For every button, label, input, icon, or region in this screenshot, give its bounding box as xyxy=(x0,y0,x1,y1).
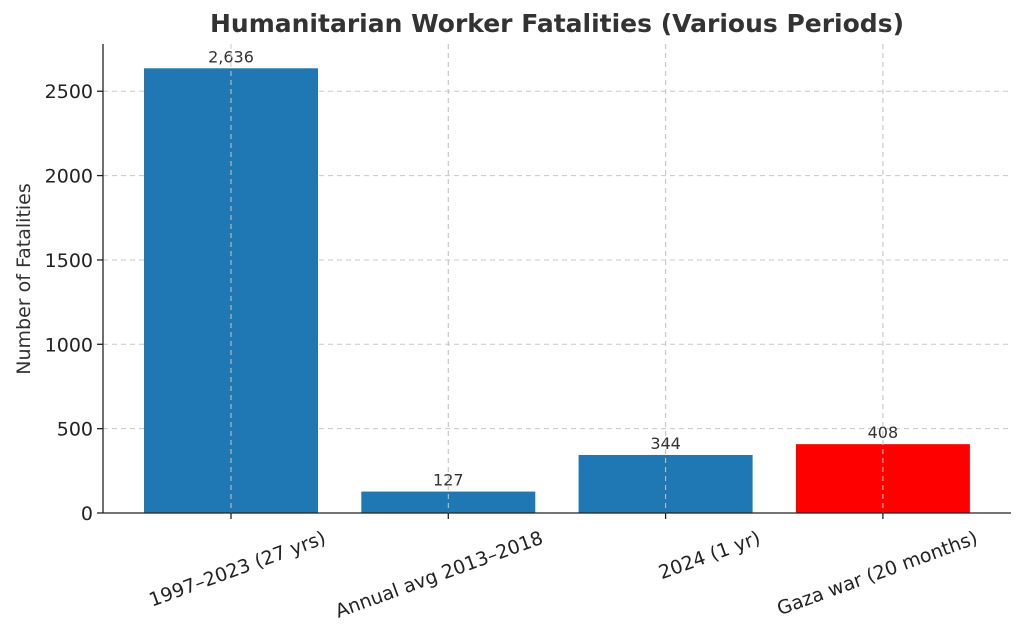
x-tick-label: Gaza war (20 months) xyxy=(774,527,980,620)
y-tick-label: 0 xyxy=(81,503,93,525)
x-tick-label: 2024 (1 yr) xyxy=(656,527,764,584)
bars xyxy=(144,68,970,514)
x-tick-label: 1997–2023 (27 yrs) xyxy=(146,527,329,611)
y-tick-label: 1000 xyxy=(45,334,93,356)
x-ticks: 1997–2023 (27 yrs) Annual avg 2013–2018 20… xyxy=(146,513,981,623)
y-tick-label: 2000 xyxy=(45,166,93,188)
y-tick-label: 2500 xyxy=(45,81,93,103)
y-tick-label: 500 xyxy=(57,419,93,441)
y-ticks: 0 500 1000 1500 2000 2500 xyxy=(45,81,103,525)
chart-title: Humanitarian Worker Fatalities (Various … xyxy=(210,9,904,38)
bar xyxy=(361,491,536,513)
y-tick-label: 1500 xyxy=(45,250,93,272)
x-tick-label: Annual avg 2013–2018 xyxy=(332,527,546,623)
y-axis-label: Number of Fatalities xyxy=(13,183,35,375)
